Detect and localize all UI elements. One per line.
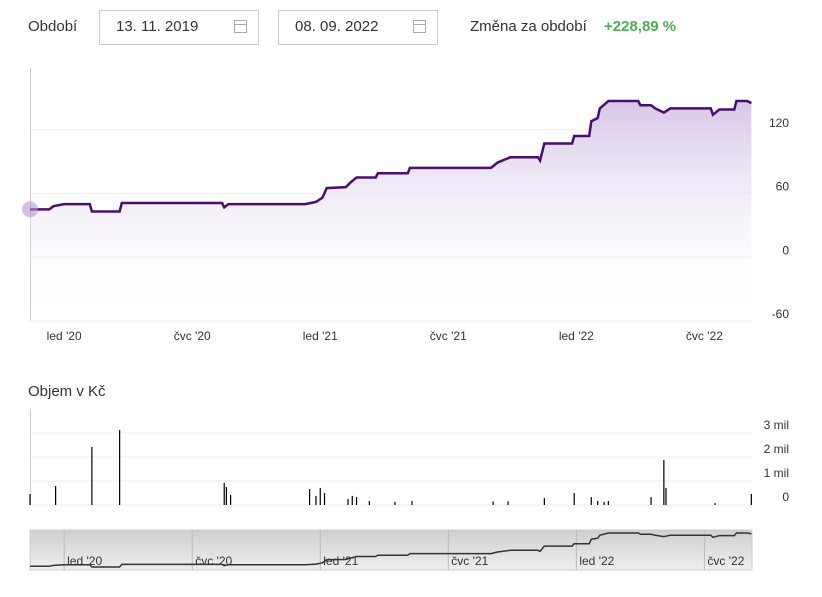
volume-bar bbox=[543, 498, 545, 505]
volume-bar bbox=[663, 459, 665, 505]
navigator-tick-label: čvc '22 bbox=[707, 554, 744, 568]
volume-bar bbox=[351, 495, 353, 505]
volume-bar bbox=[603, 501, 605, 505]
x-tick-label: čvc '21 bbox=[430, 329, 467, 343]
x-tick-label: čvc '20 bbox=[174, 329, 211, 343]
navigator-tick-label: čvc '21 bbox=[451, 554, 488, 568]
y-tick-label: 120 bbox=[769, 116, 789, 130]
x-tick-label: čvc '22 bbox=[686, 329, 723, 343]
price-line bbox=[30, 99, 752, 213]
y-tick-label: 3 mil bbox=[764, 418, 789, 432]
navigator-tick-label: led '20 bbox=[67, 554, 102, 568]
navigator-tick-label: čvc '20 bbox=[195, 554, 232, 568]
volume-bar bbox=[355, 497, 358, 505]
volume-bar bbox=[347, 499, 349, 505]
volume-bar bbox=[319, 487, 321, 505]
y-tick-label: 1 mil bbox=[764, 466, 789, 480]
navigator-line bbox=[30, 532, 752, 568]
y-tick-label: -60 bbox=[772, 307, 790, 321]
volume-bar bbox=[650, 497, 652, 505]
x-tick-label: led '22 bbox=[559, 329, 594, 343]
volume-bar bbox=[308, 488, 311, 505]
volume-bar bbox=[665, 487, 667, 505]
navigator[interactable] bbox=[29, 529, 753, 571]
calendar-icon[interactable] bbox=[234, 20, 247, 33]
volume-bar bbox=[225, 487, 227, 505]
x-tick-label: led '20 bbox=[47, 329, 82, 343]
calendar-icon[interactable] bbox=[413, 20, 426, 33]
volume-bar bbox=[411, 500, 413, 505]
area bbox=[30, 101, 752, 321]
change-value: +228,89 % bbox=[604, 18, 676, 35]
volume-bar bbox=[590, 497, 592, 505]
date-from[interactable]: 13. 11. 2019 bbox=[116, 18, 198, 35]
period-label: Období bbox=[28, 18, 78, 35]
date-to[interactable]: 08. 09. 2022 bbox=[295, 18, 378, 35]
hover-marker bbox=[22, 201, 38, 218]
volume-bar bbox=[230, 494, 232, 505]
volume-bar bbox=[750, 493, 752, 505]
volume-bar bbox=[573, 493, 575, 505]
y-tick-label: 60 bbox=[776, 180, 790, 194]
volume-bar bbox=[597, 500, 599, 505]
volume-bar bbox=[607, 500, 609, 505]
navigator-tick-label: led '21 bbox=[323, 554, 358, 568]
volume-bar bbox=[315, 495, 317, 505]
volume-bar bbox=[394, 501, 396, 505]
chart-title: Objem v Kč bbox=[28, 383, 106, 400]
y-tick-label: 0 bbox=[782, 243, 789, 257]
volume-bar bbox=[492, 501, 494, 505]
volume-bar bbox=[119, 430, 121, 505]
volume-bar bbox=[55, 486, 57, 505]
volume-bar bbox=[91, 446, 93, 505]
volume-bar bbox=[714, 503, 716, 505]
y-tick-label: 0 bbox=[782, 490, 789, 504]
date-from-input[interactable] bbox=[99, 10, 259, 45]
volume-bar bbox=[223, 482, 225, 505]
volume-bar bbox=[323, 493, 326, 505]
y-tick-label: 2 mil bbox=[764, 442, 789, 456]
x-tick-label: led '21 bbox=[303, 329, 338, 343]
volume-bar bbox=[29, 493, 31, 505]
date-to-input[interactable] bbox=[278, 10, 438, 45]
volume-bar bbox=[507, 501, 509, 505]
navigator-tick-label: led '22 bbox=[579, 554, 614, 568]
volume-bar bbox=[368, 500, 370, 505]
change-label: Změna za období bbox=[470, 18, 588, 35]
